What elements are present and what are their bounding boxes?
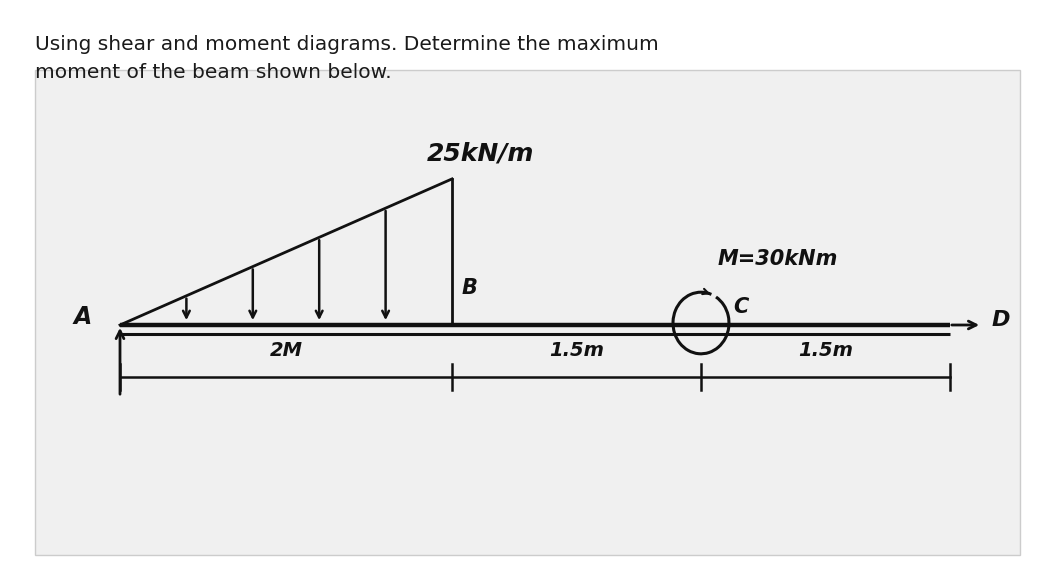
Text: D: D xyxy=(992,310,1011,330)
Text: 25kN/m: 25kN/m xyxy=(427,141,534,165)
Text: B: B xyxy=(463,278,478,298)
Text: 1.5m: 1.5m xyxy=(549,341,604,360)
Text: 2M: 2M xyxy=(269,341,302,360)
Text: 1.5m: 1.5m xyxy=(798,341,853,360)
Text: A: A xyxy=(74,305,92,329)
Text: C: C xyxy=(733,297,749,317)
Bar xyxy=(35,70,1020,555)
Text: Using shear and moment diagrams. Determine the maximum
moment of the beam shown : Using shear and moment diagrams. Determi… xyxy=(35,35,659,82)
Text: M=30kNm: M=30kNm xyxy=(718,249,838,269)
